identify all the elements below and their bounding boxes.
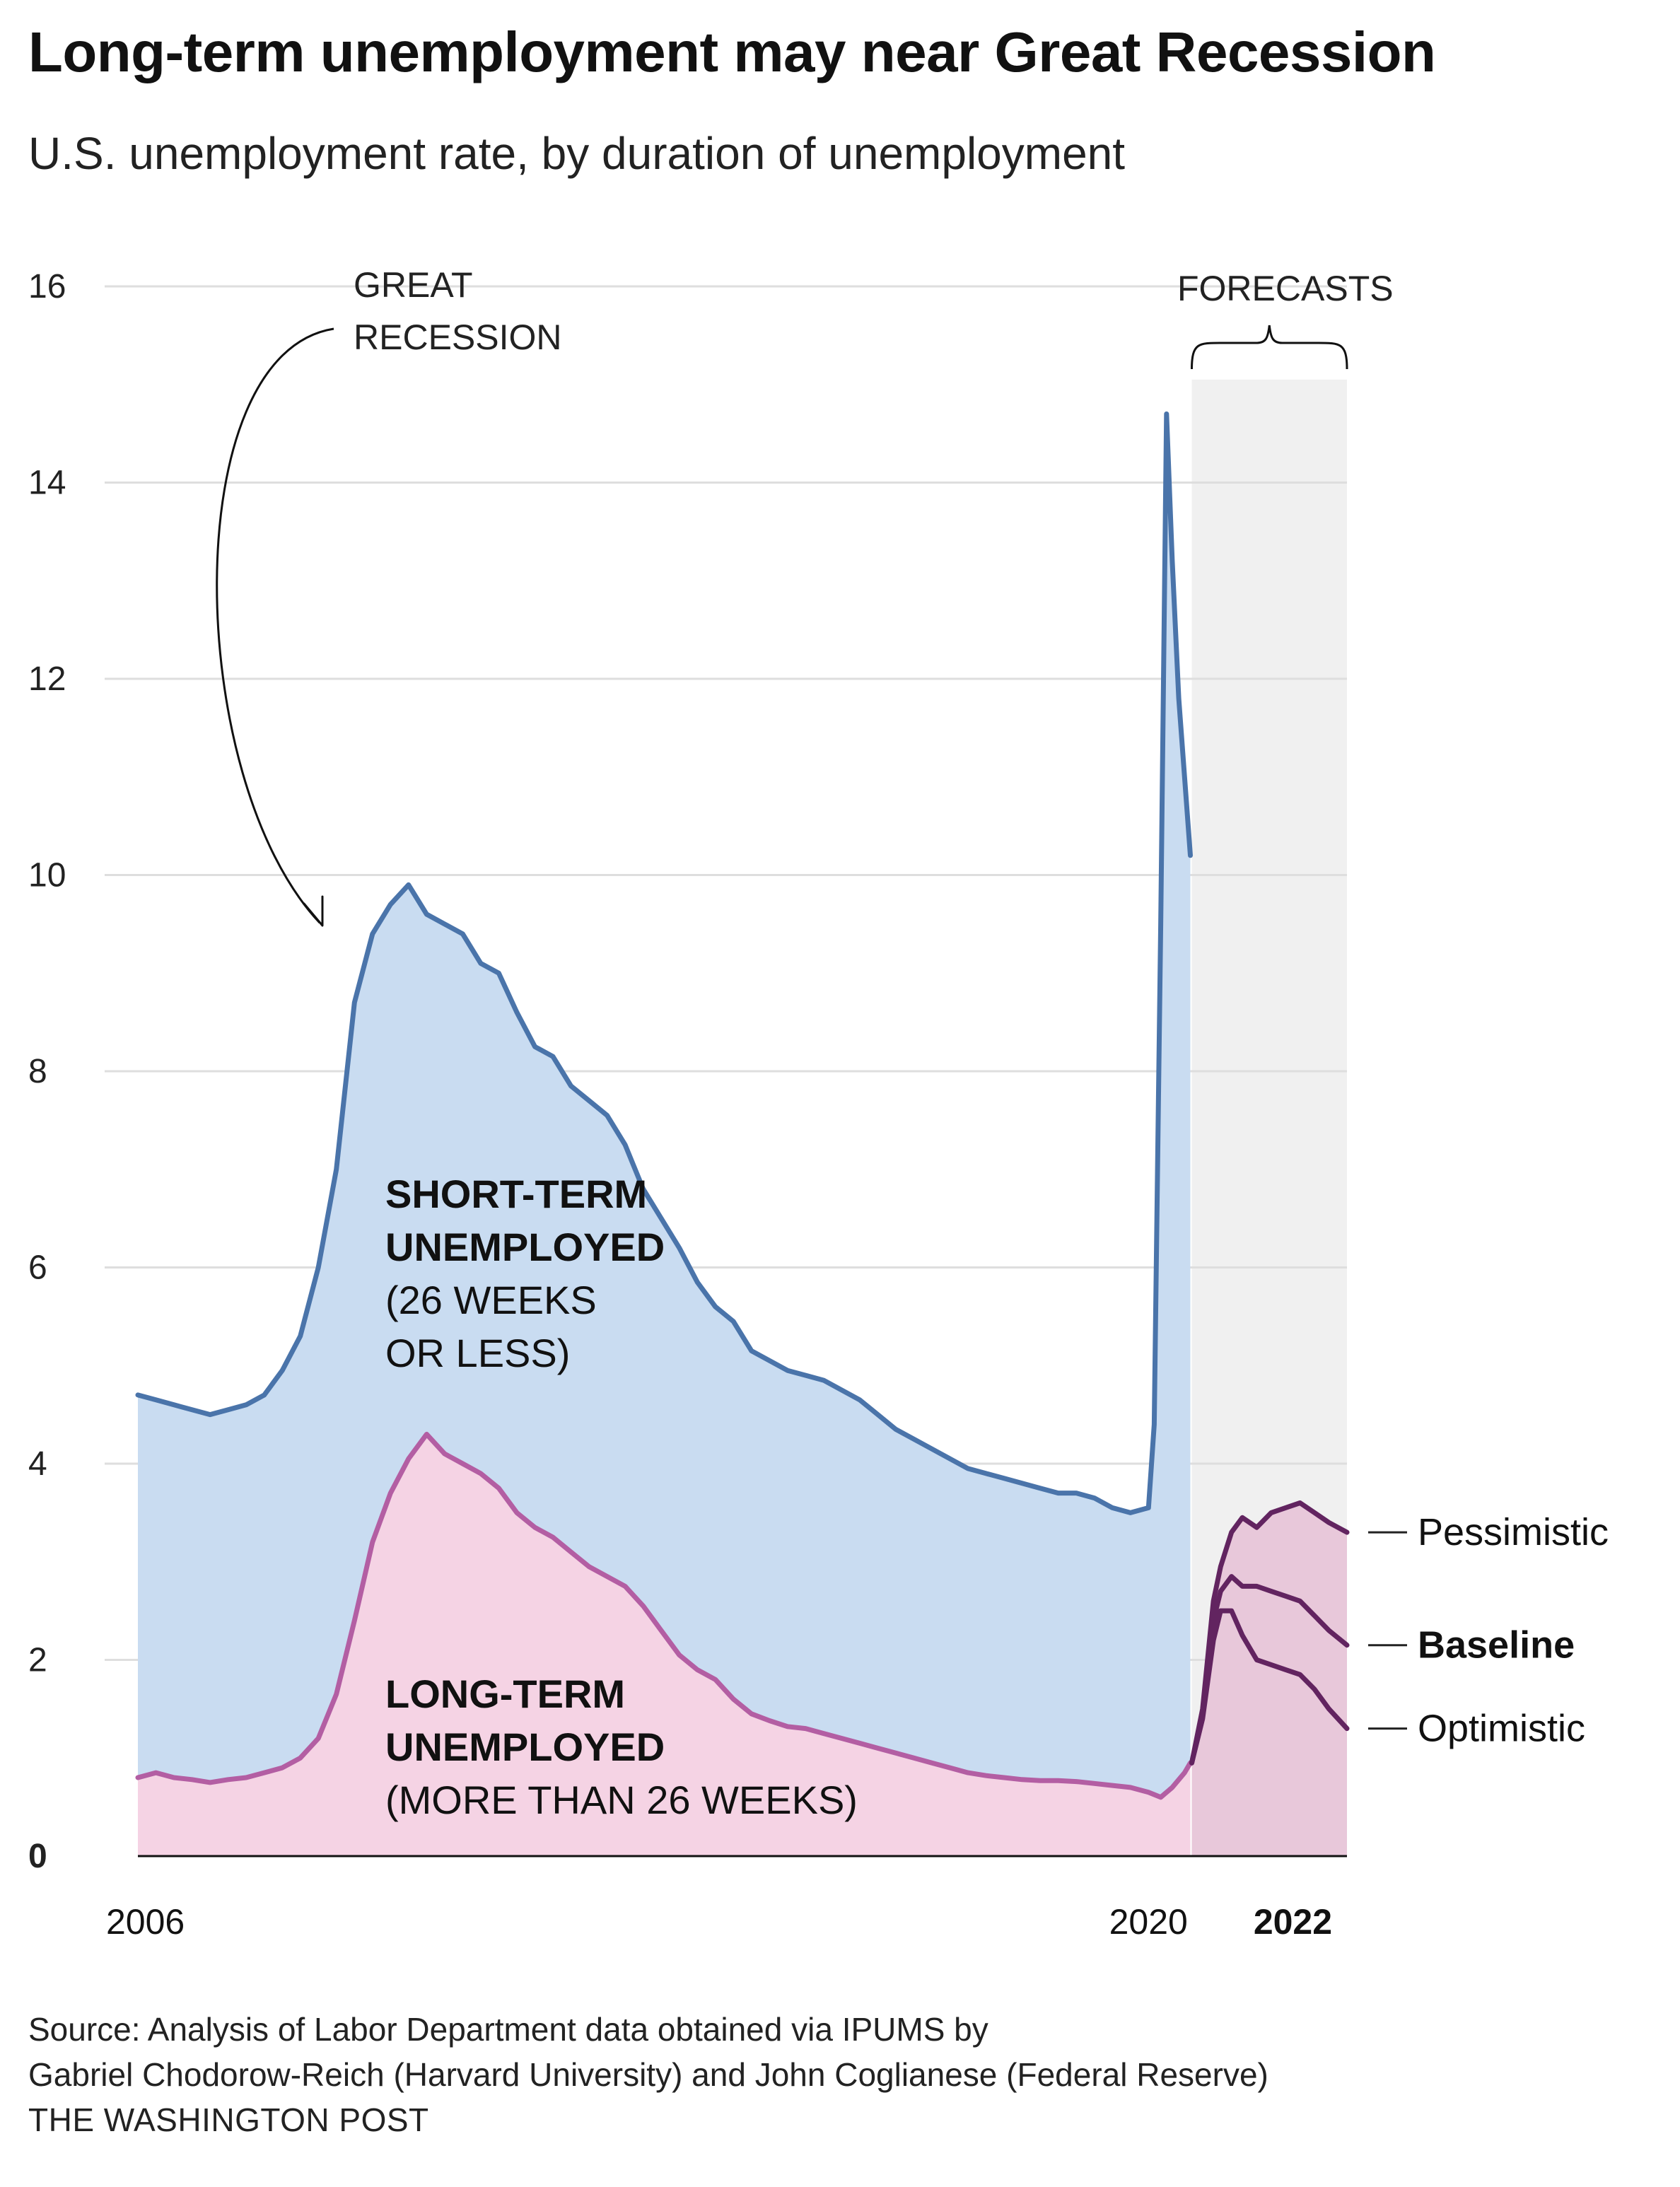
forecast-label-pessimistic: Pessimistic	[1418, 1511, 1609, 1553]
y-tick-label-0: 0	[28, 1838, 47, 1875]
long-term-line	[135, 1431, 1193, 1800]
chart: 0 2 4 6 8 10 12 14 16 2006 2020 2022 Pessimistic Bas…	[28, 265, 1609, 1942]
long-term-area	[138, 1434, 1191, 1856]
forecast-label-baseline: Baseline	[1418, 1624, 1575, 1667]
great-recession-label-line-1: GREAT	[354, 265, 473, 305]
short-term-label-line-1: SHORT-TERM	[385, 1172, 647, 1216]
x-tick-label-2020: 2020	[1109, 1902, 1188, 1942]
x-tick-label-2022: 2022	[1254, 1902, 1332, 1942]
forecasts-bracket	[1191, 325, 1348, 370]
short-term-label-line-4: OR LESS)	[385, 1331, 570, 1375]
forecast-area	[1191, 1503, 1347, 1856]
chart-subtitle: U.S. unemployment rate, by duration of u…	[28, 128, 1126, 179]
forecast-line-pessimistic	[1189, 1500, 1350, 1766]
long-term-label-line-1: LONG-TERM	[385, 1672, 625, 1716]
short-term-label-line-2: UNEMPLOYED	[385, 1225, 665, 1269]
y-tick-label-2: 2	[28, 1642, 47, 1679]
great-recession-arrowhead	[303, 895, 324, 927]
chart-title: Long-term unemployment may near Great Re…	[28, 21, 1436, 83]
long-term-label-line-2: UNEMPLOYED	[385, 1725, 665, 1769]
x-tick-label-2006: 2006	[106, 1902, 185, 1942]
footer: Source: Analysis of Labor Department dat…	[28, 2007, 1268, 2142]
y-tick-label-12: 12	[28, 660, 66, 698]
y-tick-label-10: 10	[28, 857, 66, 894]
forecasts-label: FORECASTS	[1177, 269, 1394, 308]
forecast-label-optimistic: Optimistic	[1418, 1708, 1585, 1750]
source-note-line-1: Source: Analysis of Labor Department dat…	[28, 2011, 988, 2048]
y-tick-label-16: 16	[28, 268, 66, 305]
long-term-label-line-3: (MORE THAN 26 WEEKS)	[385, 1778, 858, 1822]
publisher-credit: THE WASHINGTON POST	[28, 2101, 429, 2138]
short-term-label-line-3: (26 WEEKS	[385, 1278, 597, 1322]
y-tick-label-14: 14	[28, 465, 66, 502]
forecast-line-baseline	[1189, 1574, 1350, 1766]
short-term-line	[135, 411, 1193, 1515]
source-note-line-2: Gabriel Chodorow-Reich (Harvard Universi…	[28, 2056, 1268, 2093]
great-recession-arrow	[216, 327, 334, 924]
y-tick-label-6: 6	[28, 1249, 47, 1287]
forecast-line-optimistic	[1189, 1608, 1350, 1766]
y-tick-label-8: 8	[28, 1053, 47, 1090]
great-recession-label-line-2: RECESSION	[354, 317, 562, 357]
y-tick-label-4: 4	[28, 1445, 47, 1483]
